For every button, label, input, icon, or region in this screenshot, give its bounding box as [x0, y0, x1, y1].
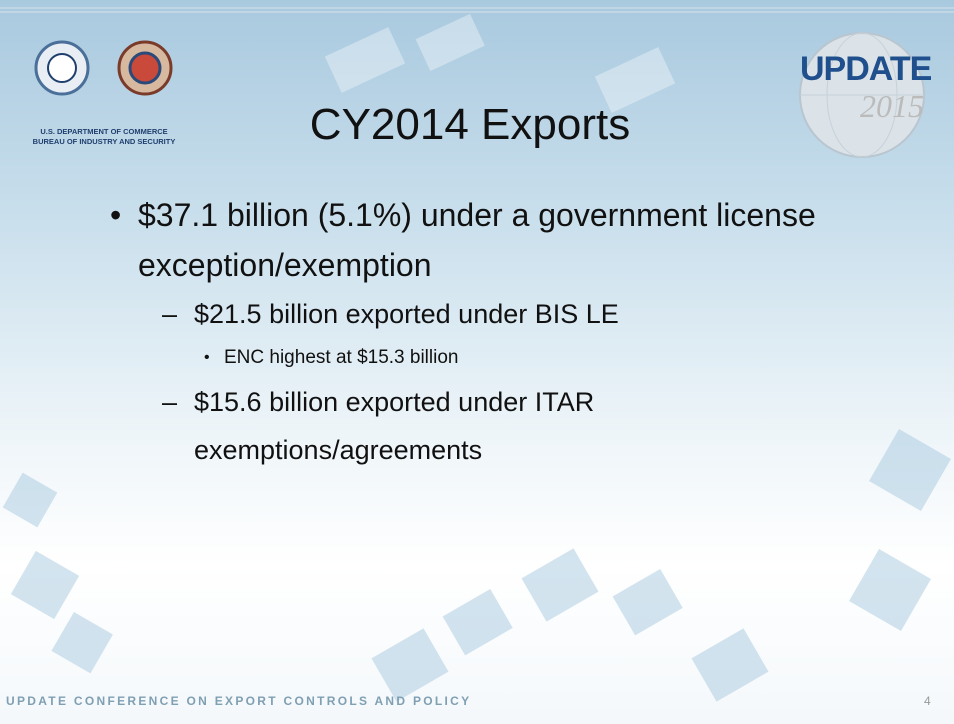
sub-bullet: $21.5 billion exported under BIS LE ENC …: [162, 290, 694, 378]
page-number: 4: [924, 694, 931, 708]
badge-word: UPDATE: [800, 50, 932, 88]
bullet-text: $37.1 billion (5.1%) under a government …: [138, 197, 816, 283]
bullet: $37.1 billion (5.1%) under a government …: [110, 190, 858, 474]
sub-sub-bullet: ENC highest at $15.3 billion: [204, 338, 694, 378]
org-name: U.S. DEPARTMENT OF COMMERCE: [40, 127, 168, 136]
badge-year: 2015: [860, 88, 924, 124]
org-name: BUREAU OF INDUSTRY AND SECURITY: [32, 137, 176, 146]
bullet-text: ENC highest at $15.3 billion: [224, 347, 459, 368]
bullet-text: $21.5 billion exported under BIS LE: [194, 299, 619, 329]
bullet-text: $15.6 billion exported under ITAR exempt…: [194, 387, 595, 465]
slide-title: CY2014 Exports: [309, 100, 631, 149]
footer: UPDATE CONFERENCE ON EXPORT CONTROLS AND…: [6, 694, 472, 708]
sub-bullet: $15.6 billion exported under ITAR exempt…: [162, 378, 694, 474]
